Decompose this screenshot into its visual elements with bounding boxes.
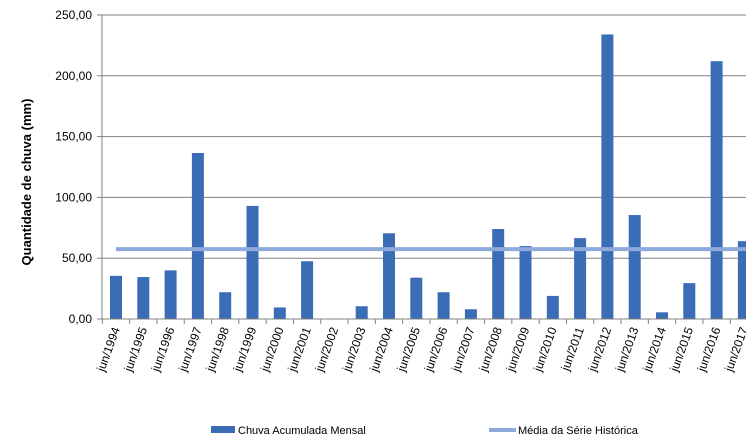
bar xyxy=(519,246,532,319)
x-tick-label: jun/2001 xyxy=(285,325,314,374)
x-tick-label: jun/2016 xyxy=(694,325,723,374)
bar xyxy=(355,306,368,319)
x-axis-ticks: jun/1994jun/1995jun/1996jun/1997jun/1998… xyxy=(94,319,746,374)
x-tick-label: jun/2010 xyxy=(530,325,559,374)
bar xyxy=(437,292,450,319)
legend-bar-swatch xyxy=(211,426,235,433)
bar xyxy=(246,205,259,319)
bar xyxy=(383,233,395,319)
x-tick-label: jun/2012 xyxy=(585,325,614,374)
x-tick-label: jun/2011 xyxy=(558,325,587,373)
bar xyxy=(656,312,668,319)
bar xyxy=(601,34,614,320)
y-tick-label: 0,00 xyxy=(69,312,93,326)
bar xyxy=(737,241,746,319)
bar xyxy=(191,153,204,319)
x-tick-label: jun/1999 xyxy=(230,325,259,374)
legend-bar-label: Chuva Acumulada Mensal xyxy=(238,425,366,437)
bar xyxy=(492,229,505,319)
bar xyxy=(574,238,587,319)
x-tick-label: jun/2009 xyxy=(503,325,532,374)
y-tick-label: 150,00 xyxy=(55,130,92,144)
x-tick-label: jun/2014 xyxy=(640,325,669,374)
bar xyxy=(546,295,559,319)
legend: Chuva Acumulada Mensal Média da Série Hi… xyxy=(211,425,639,437)
x-tick-label: jun/1997 xyxy=(175,325,204,374)
bar xyxy=(219,292,232,319)
bar xyxy=(164,270,177,319)
bar xyxy=(710,61,723,319)
y-tick-label: 100,00 xyxy=(55,190,92,204)
x-tick-label: jun/2000 xyxy=(257,325,286,374)
y-tick-label: 250,00 xyxy=(55,8,92,22)
y-tick-label: 50,00 xyxy=(62,251,92,265)
x-tick-label: jun/2015 xyxy=(667,325,696,374)
x-tick-label: jun/1995 xyxy=(121,325,150,374)
x-tick-label: jun/2003 xyxy=(339,325,368,374)
y-tick-label: 200,00 xyxy=(55,69,92,83)
bar xyxy=(273,307,286,319)
x-tick-label: jun/2013 xyxy=(612,325,641,374)
bar xyxy=(110,275,122,319)
x-tick-label: jun/2006 xyxy=(421,325,450,374)
x-tick-label: jun/1994 xyxy=(94,325,123,374)
bar xyxy=(410,277,423,319)
bar xyxy=(683,283,696,319)
legend-line-label: Média da Série Histórica xyxy=(518,425,639,437)
bar xyxy=(301,261,314,319)
x-tick-label: jun/1998 xyxy=(203,325,232,374)
y-axis-ticks: 0,00 50,00 100,00 150,00 200,00 250,00 xyxy=(55,8,102,326)
x-tick-label: jun/2017 xyxy=(721,325,746,374)
bar xyxy=(137,277,150,319)
bar-series xyxy=(110,34,746,320)
x-tick-label: jun/1996 xyxy=(148,325,177,374)
bar xyxy=(464,309,477,319)
x-tick-label: jun/2007 xyxy=(448,325,477,374)
x-tick-label: jun/2005 xyxy=(394,325,423,374)
x-tick-label: jun/2008 xyxy=(476,325,505,374)
bar xyxy=(628,215,641,319)
x-tick-label: jun/2002 xyxy=(312,325,341,374)
y-axis-label: Quantidade de chuva (mm) xyxy=(19,99,34,266)
x-tick-label: jun/2004 xyxy=(367,325,396,374)
